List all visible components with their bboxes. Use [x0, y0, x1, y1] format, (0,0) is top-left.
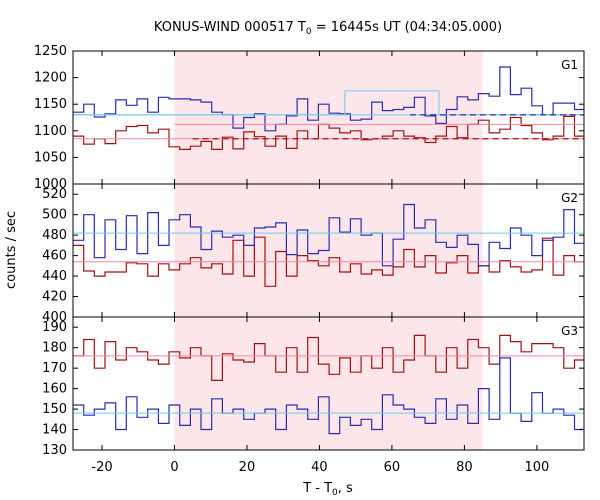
chart-title: KONUS-WIND 000517 T0 = 16445s UT (04:34:… — [154, 20, 502, 37]
series-red-g3 — [73, 334, 584, 381]
y-tick-label: 500 — [42, 208, 67, 223]
y-tick-label: 420 — [42, 290, 67, 305]
y-tick-label: 1250 — [34, 44, 67, 59]
series-blue-g2 — [73, 203, 584, 267]
y-tick-label: 170 — [42, 361, 67, 376]
series-red-g2 — [73, 236, 584, 287]
y-tick-label: 150 — [42, 402, 67, 417]
x-tick-label: 60 — [384, 460, 401, 475]
series-group — [73, 203, 584, 287]
series-group — [73, 66, 584, 150]
y-tick-label: 190 — [42, 320, 67, 335]
x-tick-label: 40 — [311, 460, 328, 475]
panel-label: G2 — [561, 191, 578, 205]
panel-label: G3 — [561, 324, 578, 338]
series-blue-g1 — [73, 66, 584, 132]
y-tick-label: 1100 — [34, 124, 67, 139]
y-tick-label: 460 — [42, 249, 67, 264]
panel-g2: 400 420 440 460 480 500 520 G2 — [42, 183, 585, 325]
y-tick-label: 440 — [42, 269, 67, 284]
y-tick-label: 180 — [42, 341, 67, 356]
x-tick-label: 80 — [456, 460, 473, 475]
x-tick-label: 0 — [170, 460, 178, 475]
series-red-g1 — [73, 115, 584, 150]
y-tick-label: 1050 — [34, 150, 67, 165]
y-tick-label: 140 — [42, 423, 67, 438]
panel-label: G1 — [561, 58, 578, 72]
x-tick-label: -20 — [91, 460, 112, 475]
y-axis-label: counts / sec — [4, 211, 19, 289]
x-axis-label: T - T0, s — [302, 481, 353, 498]
y-tick-label: 160 — [42, 382, 67, 397]
panel-g1: 1000 1050 1100 1150 1200 1250 G1 — [34, 44, 585, 192]
shaded-interval — [174, 51, 483, 184]
x-tick-label: 20 — [239, 460, 256, 475]
series-blue-g3 — [73, 357, 584, 435]
y-tick-label: 1150 — [34, 97, 67, 112]
series-group — [73, 334, 584, 435]
y-tick-label: 130 — [42, 443, 67, 458]
y-tick-label: 1200 — [34, 71, 67, 86]
panel-g3: 130 140 150 160 170 180 190 G3 — [42, 316, 585, 458]
panel-frame — [72, 316, 585, 451]
plot-area: 100010501100115012001250G140042044046048… — [34, 44, 585, 475]
y-tick-label: 400 — [42, 310, 67, 325]
y-tick-label: 520 — [42, 187, 67, 202]
x-tick-label: 100 — [524, 460, 549, 475]
y-tick-label: 480 — [42, 228, 67, 243]
y-tick-label: 1000 — [34, 177, 67, 192]
